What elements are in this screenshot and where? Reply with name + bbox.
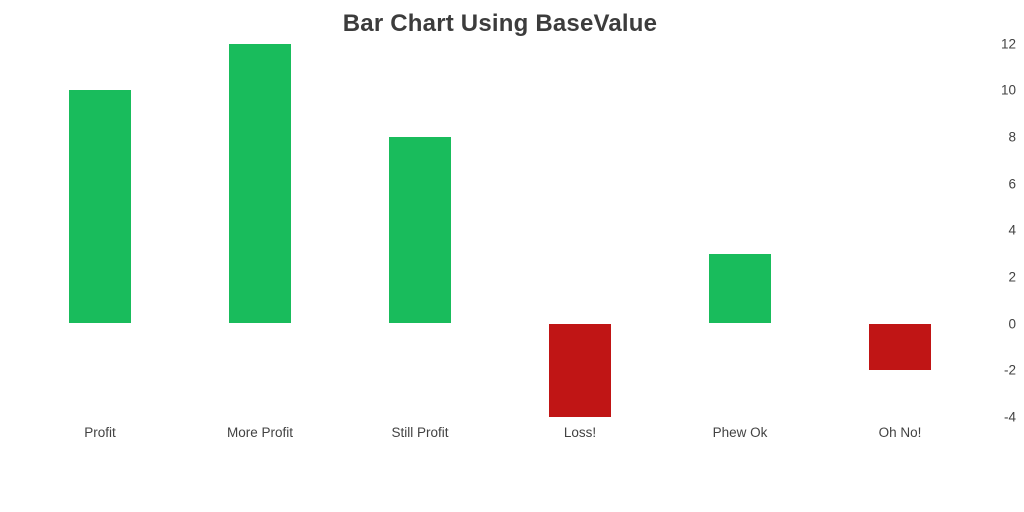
x-axis-label: More Profit bbox=[226, 425, 294, 440]
bar-still-profit[interactable] bbox=[389, 136, 451, 324]
y-axis-tick-label: 8 bbox=[1008, 129, 1016, 145]
x-axis-label: Phew Ok bbox=[712, 425, 768, 440]
chart-title: Bar Chart Using BaseValue bbox=[342, 10, 658, 37]
bar-loss[interactable] bbox=[549, 323, 611, 417]
x-axis-label: Loss! bbox=[563, 425, 597, 440]
x-axis-label: Oh No! bbox=[878, 425, 922, 440]
bar-oh-no[interactable] bbox=[869, 323, 931, 371]
y-axis-tick-label: 12 bbox=[1000, 36, 1016, 52]
y-axis-tick-label: 6 bbox=[1008, 176, 1016, 192]
y-axis-tick-label: -4 bbox=[1003, 409, 1016, 425]
y-axis-tick-label: 2 bbox=[1008, 269, 1016, 285]
x-axis-label: Still Profit bbox=[391, 425, 449, 440]
y-axis-tick-label: 4 bbox=[1008, 222, 1016, 238]
bar-profit[interactable] bbox=[69, 90, 131, 324]
y-axis-tick-label: 0 bbox=[1008, 316, 1016, 331]
bar-more-profit[interactable] bbox=[229, 43, 291, 324]
y-axis-tick-label: -2 bbox=[1003, 362, 1016, 378]
y-axis-tick-label: 10 bbox=[1000, 82, 1016, 98]
x-axis-label: Profit bbox=[84, 425, 116, 440]
bar-phew-ok[interactable] bbox=[709, 253, 771, 324]
